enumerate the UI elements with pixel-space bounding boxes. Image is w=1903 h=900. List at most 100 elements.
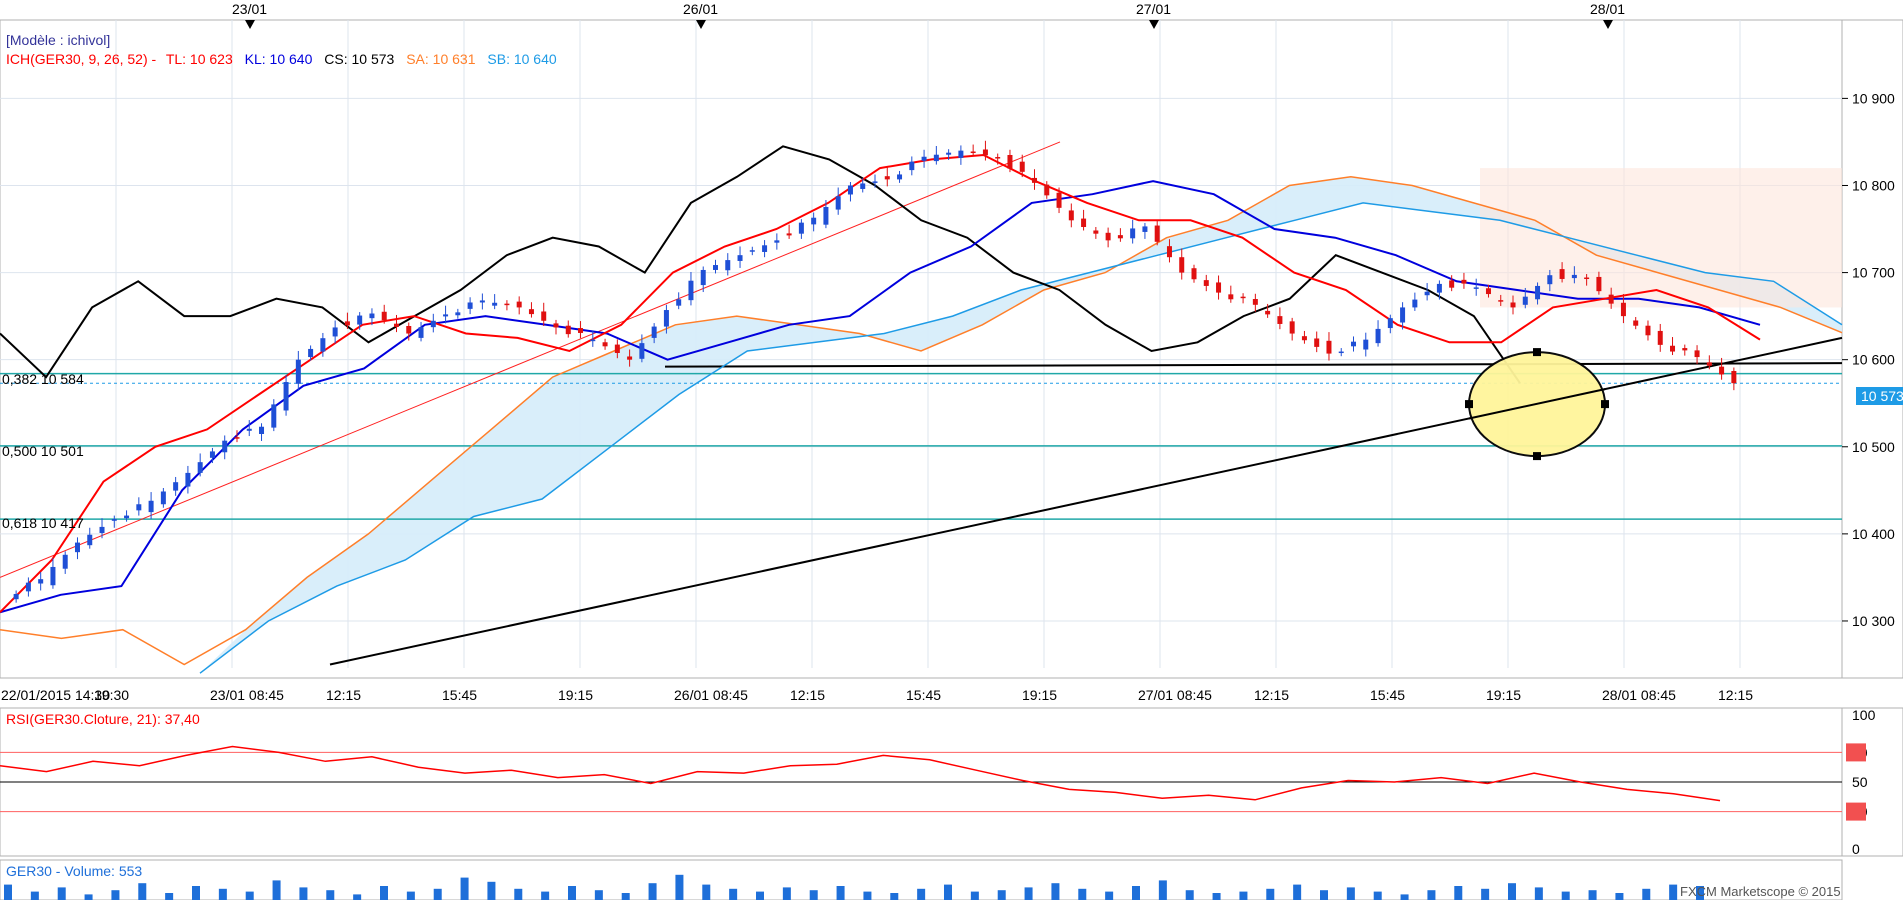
volume-bar-58 — [1561, 891, 1570, 900]
volume-bar-35 — [944, 884, 952, 900]
copyright: FXCM Marketscope © 2015 — [1680, 884, 1841, 899]
volume-bar-37 — [997, 890, 1006, 900]
candle-body-98 — [1216, 282, 1222, 293]
top-date-0: 23/01 — [232, 1, 267, 17]
rsi-ytick-4: 0 — [1852, 841, 1860, 857]
volume-bar-16 — [433, 888, 442, 900]
price-badge — [1856, 387, 1903, 405]
candle-body-93 — [1154, 225, 1160, 242]
candle-body-8 — [111, 519, 117, 521]
candle-body-127 — [1571, 274, 1577, 279]
candle-body-118 — [1461, 279, 1467, 284]
price-xtick-9: 19:15 — [1022, 687, 1057, 703]
candle-body-72 — [897, 174, 903, 180]
candle-body-52 — [651, 326, 657, 338]
candle-body-33 — [418, 327, 424, 338]
candle-body-137 — [1694, 350, 1700, 358]
ichimoku-cloud — [200, 168, 1842, 674]
candle-body-119 — [1473, 287, 1479, 289]
price-xtick-1: 19:30 — [94, 687, 129, 703]
price-xtick-15: 12:15 — [1718, 687, 1753, 703]
candle-body-32 — [406, 326, 412, 334]
candle-body-131 — [1620, 302, 1626, 317]
fib-label-500: 0,500 10 501 — [2, 443, 84, 459]
candle-body-126 — [1559, 269, 1565, 279]
candle-body-132 — [1633, 320, 1639, 326]
candle-body-47 — [590, 339, 596, 342]
candle-body-41 — [516, 301, 522, 308]
candle-body-58 — [725, 260, 731, 271]
cloud-fill — [200, 176, 1842, 674]
candle-body-30 — [381, 311, 387, 321]
top-date-marker-0 — [245, 20, 255, 29]
rsi-ytick-0: 100 — [1852, 707, 1876, 723]
candle-body-34 — [430, 320, 436, 328]
volume-bar-36 — [970, 891, 979, 900]
volume-bar-52 — [1400, 894, 1409, 900]
volume-bar-38 — [1024, 887, 1033, 900]
candle-body-87 — [1081, 218, 1087, 227]
volume-bar-18 — [487, 881, 496, 900]
fib-label-618: 0,618 10 417 — [2, 515, 84, 531]
volume-bar-13 — [353, 894, 362, 900]
volume-bar-22 — [594, 890, 603, 900]
candle-body-22 — [283, 382, 289, 411]
volume-bar-5 — [138, 883, 147, 900]
candle-body-67 — [835, 196, 841, 210]
ellipse-handle-3 — [1601, 400, 1609, 409]
volume-bar-19 — [514, 888, 523, 900]
senkou-a-line — [0, 176, 1843, 666]
candle-body-57 — [712, 265, 718, 270]
candle-body-15 — [197, 462, 203, 473]
candle-body-70 — [872, 181, 878, 183]
rsi-level-marker-0 — [1846, 743, 1866, 762]
rsi-label: RSI(GER30.Cloture, 21): 37,40 — [6, 711, 200, 727]
candle-body-39 — [492, 302, 498, 306]
volume-bar-61 — [1642, 888, 1651, 900]
chikou-line — [0, 145, 1521, 384]
volume-bar-9 — [245, 891, 254, 900]
candle-body-54 — [676, 299, 682, 306]
price-ytick-0: 10 300 — [1852, 613, 1895, 629]
candle-body-121 — [1498, 300, 1504, 302]
candle-body-89 — [1105, 232, 1111, 241]
candle-body-36 — [455, 312, 461, 316]
volume-bar-12 — [326, 890, 335, 900]
volume-bar-7 — [192, 886, 200, 900]
candle-body-4 — [62, 554, 68, 569]
candle-body-104 — [1289, 321, 1295, 334]
candle-body-133 — [1645, 325, 1651, 336]
candle-body-26 — [332, 327, 338, 337]
candle-body-105 — [1301, 336, 1307, 341]
candle-body-120 — [1485, 288, 1491, 295]
volume-bar-62 — [1669, 884, 1678, 900]
candle-body-90 — [1117, 235, 1123, 239]
candle-body-5 — [74, 542, 80, 553]
candle-body-113 — [1400, 307, 1406, 323]
candle-body-65 — [811, 217, 817, 225]
candle-body-10 — [136, 504, 142, 511]
volume-bar-47 — [1266, 888, 1275, 900]
candle-body-61 — [762, 245, 768, 252]
price-xtick-3: 12:15 — [326, 687, 361, 703]
tenkan-line — [0, 153, 1761, 614]
candle-body-91 — [1130, 228, 1136, 239]
volume-bar-51 — [1373, 891, 1382, 900]
candle-body-35 — [443, 314, 449, 317]
candle-body-1 — [25, 582, 31, 592]
candle-body-53 — [663, 310, 669, 327]
volume-bar-29 — [782, 887, 791, 900]
kijun-line — [0, 180, 1761, 614]
candle-body-73 — [909, 161, 915, 171]
volume-bar-55 — [1481, 888, 1490, 900]
price-xtick-12: 15:45 — [1370, 687, 1405, 703]
candle-body-62 — [774, 240, 780, 243]
top-date-1: 26/01 — [683, 1, 718, 17]
candle-body-9 — [124, 515, 130, 519]
candle-body-56 — [700, 269, 706, 286]
price-xtick-0: 22/01/2015 14:30 — [1, 687, 110, 703]
volume-bar-2 — [57, 887, 66, 900]
candle-body-38 — [479, 300, 485, 303]
volume-bar-15 — [406, 891, 415, 900]
candle-body-140 — [1731, 371, 1737, 384]
